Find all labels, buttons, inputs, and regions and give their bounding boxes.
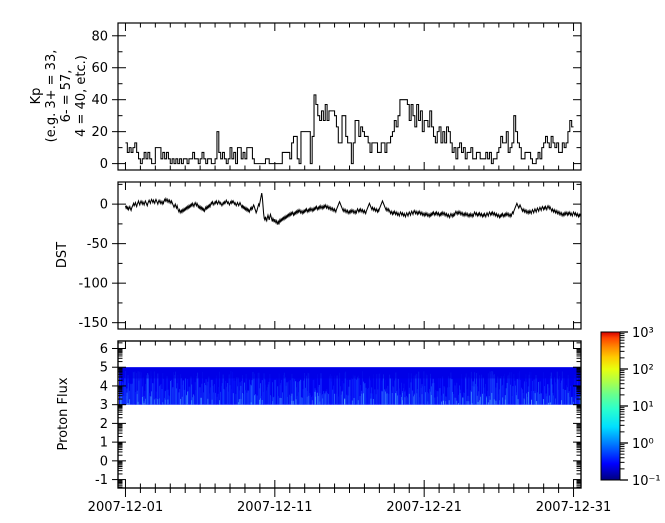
x-tick-label-3: 2007-12-31 bbox=[536, 500, 612, 515]
proton-flux-y-tick-label-4: 4 bbox=[100, 379, 108, 394]
colorbar-ticks bbox=[620, 331, 628, 481]
proton-flux-data-area bbox=[119, 367, 581, 405]
kp-axis-title: Kp (e.g. 3+ = 33, 6- = 57, 4 = 40, etc.) bbox=[29, 50, 89, 143]
kp-series-line bbox=[125, 94, 574, 165]
kp-data-area bbox=[125, 94, 574, 165]
panel-proton-flux: -1 0 1 2 3 4 5 6 Proton Flux bbox=[56, 340, 582, 489]
dst-y-tick-label--100: -100 bbox=[78, 277, 108, 292]
kp-y-tick-label-0: 0 bbox=[100, 157, 108, 172]
colorbar-tick-labels: 10⁻¹ 10⁰ 10¹ 10² 10³ bbox=[632, 326, 661, 489]
proton-flux-y-tick-label--1: -1 bbox=[95, 473, 108, 488]
dst-y-tick-label-0: 0 bbox=[100, 198, 108, 213]
proton-flux-y-tick-label-5: 5 bbox=[100, 361, 108, 376]
panel-kp: 0 20 40 60 80 Kp (e.g. 3+ = 33, 6- = 57, 4 =… bbox=[29, 22, 582, 172]
proton-flux-y-tick-label-2: 2 bbox=[100, 417, 108, 432]
kp-ylabel-line-1: (e.g. 3+ = 33, bbox=[44, 50, 59, 143]
kp-ylabel-line-0: Kp bbox=[29, 88, 44, 105]
dst-y-tick-label--150: -150 bbox=[78, 316, 108, 331]
colorbar-tick-label-2: 10¹ bbox=[632, 400, 654, 415]
colorbar-tick-label-1: 10⁰ bbox=[632, 437, 654, 452]
colorbar-tick-label-3: 10² bbox=[632, 363, 654, 378]
kp-ylabel-line-2: 6- = 57, bbox=[59, 70, 74, 123]
kp-ylabel-line-3: 4 = 40, etc.) bbox=[74, 55, 89, 137]
x-axis-tick-labels: 2007-12-01 2007-12-11 2007-12-21 2007-12-31 bbox=[88, 488, 612, 515]
colorbar: 10⁻¹ 10⁰ 10¹ 10² 10³ bbox=[600, 326, 661, 489]
dst-data-area bbox=[124, 192, 581, 225]
kp-y-tick-label-20: 20 bbox=[91, 125, 108, 140]
kp-y-axis-ticks: 0 20 40 60 80 bbox=[91, 29, 581, 172]
proton-flux-ylabel: Proton Flux bbox=[56, 377, 71, 450]
kp-y-tick-label-80: 80 bbox=[91, 29, 108, 44]
panel-dst: 0 -50 -100 -150 DST bbox=[55, 181, 582, 331]
dst-x-axis-ticks bbox=[124, 182, 575, 329]
proton-flux-y-tick-label-1: 1 bbox=[100, 436, 108, 451]
colorbar-tick-label-0: 10⁻¹ bbox=[632, 474, 661, 489]
kp-y-tick-label-60: 60 bbox=[91, 61, 108, 76]
dst-series-line bbox=[124, 192, 581, 225]
proton-flux-y-tick-label-6: 6 bbox=[100, 342, 108, 357]
kp-x-axis-ticks bbox=[124, 23, 575, 170]
dst-y-axis-ticks: 0 -50 -100 -150 bbox=[78, 183, 581, 331]
dst-y-tick-label--50: -50 bbox=[87, 237, 108, 252]
proton-flux-x-axis-ticks bbox=[124, 341, 575, 488]
proton-flux-y-tick-label-0: 0 bbox=[100, 454, 108, 469]
x-tick-label-1: 2007-12-11 bbox=[237, 500, 313, 515]
proton-flux-y-tick-label-3: 3 bbox=[100, 398, 108, 413]
proton-flux-spectrogram-band bbox=[119, 367, 581, 405]
colorbar-tick-label-4: 10³ bbox=[632, 326, 654, 341]
proton-flux-y-axis-ticks: -1 0 1 2 3 4 5 6 bbox=[95, 342, 581, 488]
kp-y-tick-label-40: 40 bbox=[91, 93, 108, 108]
colorbar-gradient bbox=[601, 332, 620, 480]
dst-ylabel: DST bbox=[55, 242, 70, 268]
x-tick-label-2: 2007-12-21 bbox=[386, 500, 462, 515]
x-tick-label-0: 2007-12-01 bbox=[88, 500, 164, 515]
